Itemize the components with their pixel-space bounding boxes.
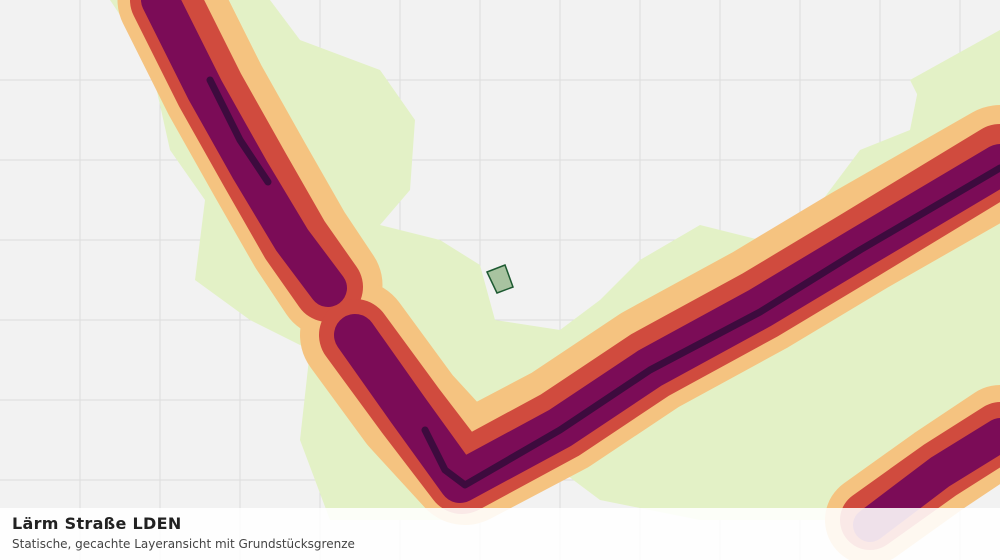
layer-title: Lärm Straße LDEN — [12, 514, 182, 533]
noise-band-dark — [206, 76, 1000, 489]
parcel-boundary[interactable] — [485, 264, 514, 294]
info-panel: Lärm Straße LDEN Statische, gecachte Lay… — [0, 508, 1000, 560]
layer-subtitle: Statische, gecachte Layeransicht mit Gru… — [12, 537, 355, 551]
